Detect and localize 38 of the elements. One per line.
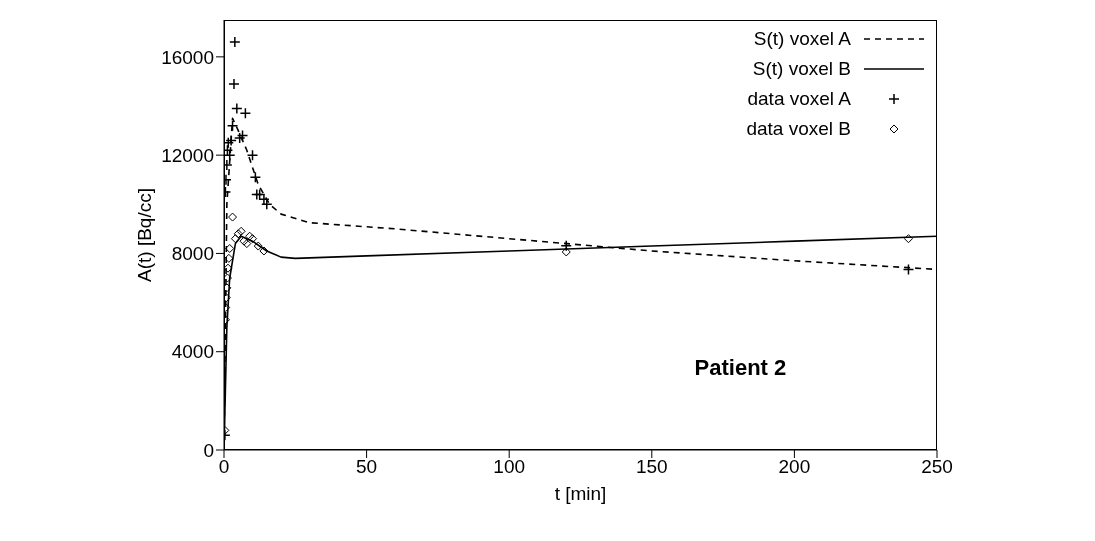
legend-label: data voxel B xyxy=(746,117,851,141)
legend-label: S(t) voxel B xyxy=(752,57,851,81)
point xyxy=(560,240,572,252)
y-axis-title: A(t) [Bq/cc] xyxy=(133,188,155,282)
point xyxy=(228,78,240,90)
y-tick-label: 0 xyxy=(203,439,214,461)
x-tick-label: 150 xyxy=(635,456,668,478)
point xyxy=(225,244,235,254)
point xyxy=(902,263,915,276)
point xyxy=(224,283,232,293)
x-tick-label: 0 xyxy=(218,456,230,478)
y-tick-label: 4000 xyxy=(171,341,214,363)
point xyxy=(249,171,262,184)
y-tick-label: 16000 xyxy=(161,46,214,68)
point xyxy=(224,273,232,283)
point xyxy=(226,119,239,132)
point xyxy=(229,36,241,48)
y-tick-label: 12000 xyxy=(161,144,214,166)
point xyxy=(561,247,571,257)
point xyxy=(231,102,243,115)
point xyxy=(903,234,913,244)
point xyxy=(224,253,234,263)
x-tick-label: 100 xyxy=(493,456,526,478)
legend-label: S(t) voxel A xyxy=(753,27,851,51)
x-tick-label: 50 xyxy=(356,456,378,478)
legend-label: data voxel A xyxy=(747,87,851,111)
x-axis-title: t [min] xyxy=(554,483,607,504)
x-tick-label: 250 xyxy=(921,456,953,478)
y-tick-label: 8000 xyxy=(171,243,214,265)
point xyxy=(224,263,233,273)
point xyxy=(228,212,238,222)
point xyxy=(259,246,269,256)
annotation: Patient 2 xyxy=(694,355,787,382)
point xyxy=(253,241,263,251)
point xyxy=(246,149,259,161)
point xyxy=(239,107,252,120)
point xyxy=(230,234,240,244)
x-tick-label: 200 xyxy=(778,456,811,478)
